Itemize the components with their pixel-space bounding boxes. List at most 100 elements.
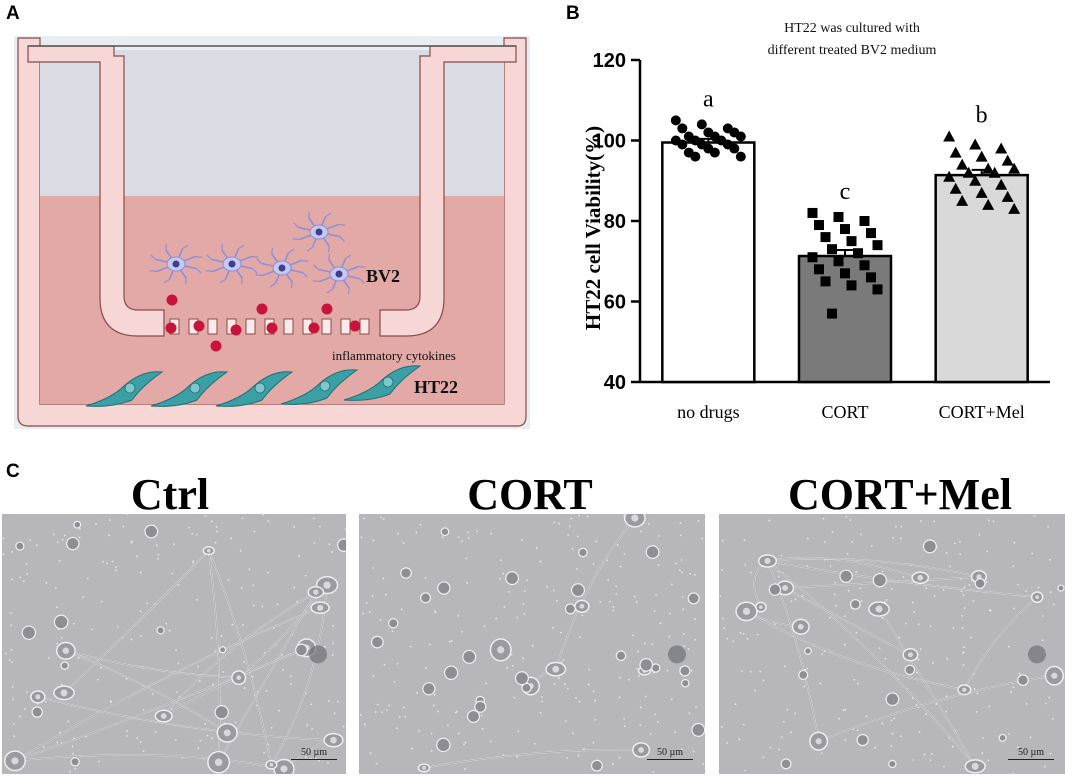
data-point [866, 272, 876, 283]
microglia-cell [312, 253, 366, 295]
data-point [846, 280, 857, 291]
data-point [1001, 190, 1014, 202]
outer-well [17, 37, 527, 427]
data-point [853, 248, 863, 259]
microglia-cell [255, 247, 309, 289]
cytokine-dot [165, 322, 177, 334]
ht22-label: HT22 [414, 377, 458, 397]
ht22-neuron [150, 371, 229, 407]
insert-wall-right [379, 45, 517, 337]
membrane-pore [359, 318, 370, 335]
data-point [677, 123, 688, 134]
data-point [995, 142, 1008, 154]
cytokine-dot [166, 294, 178, 306]
y-tick-label: 40 [604, 372, 626, 394]
data-point [859, 216, 870, 226]
scale-bar-ctrl: 50 µm [291, 747, 337, 760]
cytokine-dot [193, 320, 205, 332]
cytokine-dot [256, 303, 268, 315]
data-point [840, 224, 850, 235]
chart-title-line-1: HT22 was cultured with [784, 21, 920, 36]
micrograph-ctrl: 50 µm [2, 514, 346, 774]
y-tick-label: 120 [593, 50, 626, 72]
data-point [859, 260, 870, 271]
data-point [949, 146, 962, 158]
data-point [827, 244, 837, 255]
data-point [969, 174, 982, 186]
data-point [1008, 162, 1021, 174]
data-point [988, 166, 1001, 178]
data-point [1001, 154, 1014, 166]
insert-wall [27, 45, 165, 337]
scale-bar-cort: 50 µm [647, 747, 693, 760]
cytokine-dot [349, 320, 361, 332]
x-tick-label: CORT+Mel [939, 402, 1025, 422]
chart-title-line-2: different treated BV2 medium [768, 43, 937, 58]
bv2-cells [149, 211, 366, 295]
cytokine-dot [210, 340, 222, 352]
cytokine-dot [308, 322, 320, 334]
significance-letter: a [703, 86, 714, 112]
panel-label-a: A [6, 3, 20, 24]
micrograph-title-cort-mel: CORT+Mel [788, 470, 1012, 519]
micrograph-title-ctrl: Ctrl [130, 470, 210, 519]
ht22-neuron [85, 371, 164, 407]
scale-label: 50 µm [656, 747, 684, 758]
data-point [833, 256, 844, 267]
data-point [814, 264, 824, 275]
data-point [969, 138, 982, 150]
cytokine-dot [266, 322, 278, 334]
data-point [956, 158, 969, 170]
data-point [677, 139, 688, 150]
y-tick-label: 80 [604, 211, 626, 233]
data-point [820, 232, 831, 243]
data-point [975, 150, 988, 162]
data-point [735, 131, 746, 142]
y-axis-label: HT22 cell Viability(%) [581, 126, 605, 330]
micrograph-cort-mel: 50 µm [719, 514, 1065, 774]
membrane-pore [207, 318, 218, 335]
transwell-schematic: BV2 inflammatory cytokines HT22 [14, 36, 530, 429]
significance-letter: b [976, 102, 988, 128]
membrane-pore [340, 318, 351, 335]
data-point [1008, 202, 1021, 214]
data-point [962, 166, 975, 178]
microglia-cell [292, 211, 346, 253]
data-point [820, 276, 831, 287]
data-point [995, 178, 1008, 190]
scale-bar-cort-mel: 50 µm [1008, 747, 1054, 760]
data-point [956, 194, 969, 206]
cytokines-label: inflammatory cytokines [332, 348, 456, 363]
bar-0 [661, 141, 756, 384]
data-point [866, 228, 876, 239]
ht22-neuron [280, 369, 359, 405]
data-point [833, 211, 844, 222]
data-point [827, 308, 837, 319]
data-point [949, 182, 962, 194]
ht22-neuron [215, 371, 294, 407]
data-point [975, 186, 988, 198]
bv2-label: BV2 [366, 266, 400, 286]
data-point [814, 220, 824, 231]
cytokine-dots [165, 294, 361, 352]
data-point [982, 198, 995, 210]
data-point [872, 240, 883, 251]
ht22-cells [85, 365, 422, 407]
membrane-pore [283, 318, 294, 335]
y-tick-label: 60 [604, 292, 626, 314]
significance-letter: c [840, 179, 851, 205]
microglia-cell [205, 243, 259, 285]
data-point [982, 162, 995, 174]
data-point [807, 207, 818, 218]
data-point [943, 170, 956, 182]
data-point [943, 130, 956, 142]
data-point [729, 143, 740, 154]
x-tick-label: CORT [822, 402, 869, 422]
ht22-neuron [343, 365, 422, 401]
data-point [696, 119, 707, 130]
membrane-pore [321, 318, 332, 335]
cytokine-dot [321, 303, 333, 315]
data-point [670, 115, 681, 126]
scale-label: 50 µm [1017, 747, 1045, 758]
data-point [807, 252, 818, 263]
